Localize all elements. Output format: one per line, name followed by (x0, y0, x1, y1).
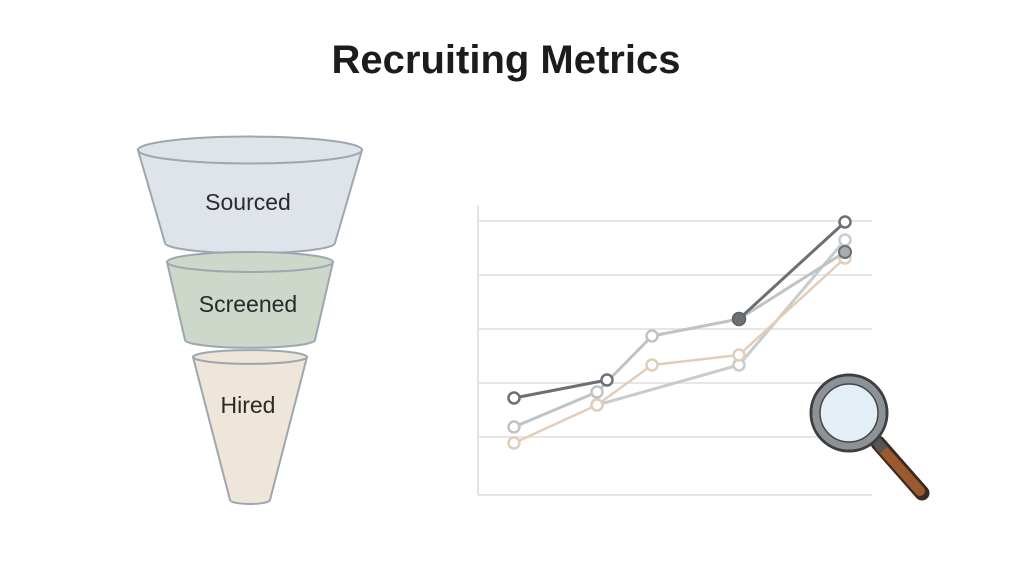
funnel-rim (166, 251, 334, 273)
data-point (645, 358, 659, 372)
data-point (600, 373, 614, 387)
funnel-body (191, 356, 309, 505)
funnel-stage-hired: Hired (191, 349, 309, 505)
trend-chart (477, 205, 872, 496)
funnel: Sourced Screened Hired (136, 135, 364, 505)
data-point (507, 391, 521, 405)
data-point (732, 348, 746, 362)
page-title: Recruiting Metrics (331, 38, 681, 82)
funnel-stage-screened: Screened (165, 251, 335, 349)
data-point (590, 398, 604, 412)
data-point (507, 420, 521, 434)
funnel-rim (137, 135, 363, 165)
funnel-stage-label: Screened (199, 291, 297, 317)
data-point (838, 215, 852, 229)
data-point (645, 329, 659, 343)
data-point (731, 311, 747, 327)
data-point (838, 233, 852, 247)
data-point (590, 385, 604, 399)
funnel-stage-label: Hired (221, 392, 276, 418)
funnel-stage-label: Sourced (205, 189, 291, 215)
magnifying-glass-icon (809, 373, 930, 501)
data-point (838, 245, 852, 259)
data-point (507, 436, 521, 450)
series-line (507, 373, 614, 405)
funnel-body (165, 261, 335, 349)
funnel-stage-sourced: Sourced (136, 135, 364, 255)
funnel-rim (192, 349, 308, 365)
